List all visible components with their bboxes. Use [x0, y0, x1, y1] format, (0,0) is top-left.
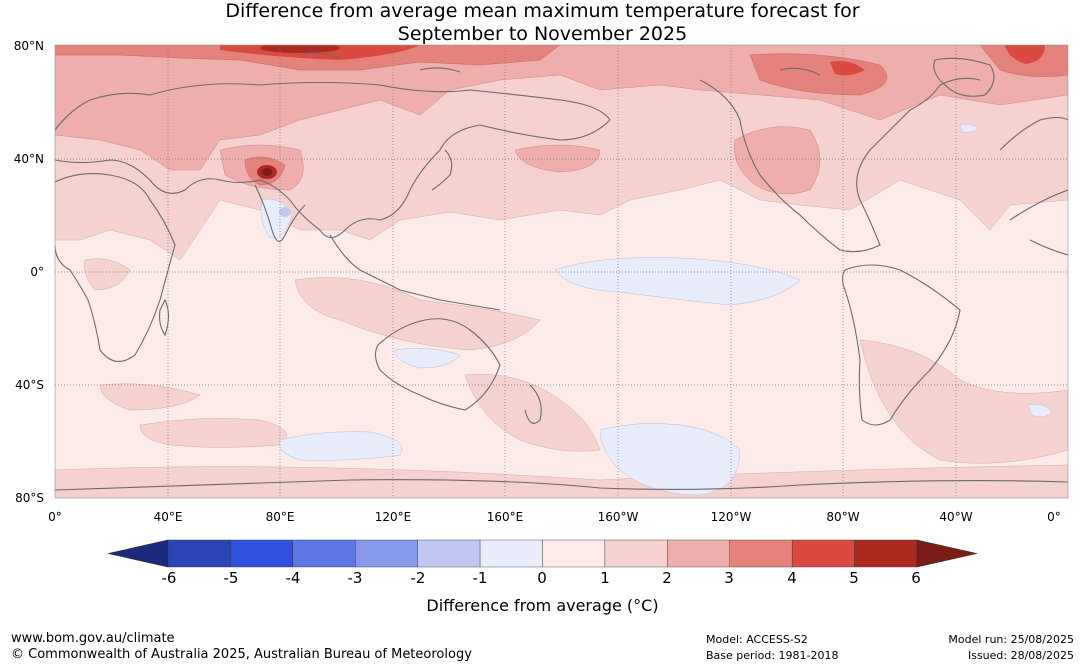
lat-label-80n: 80°N — [13, 39, 44, 53]
colorbar-segment — [604, 539, 668, 568]
anomaly-region-minus1-0 — [599, 423, 741, 496]
lon-label-160w: 160°W — [597, 510, 639, 524]
lat-label-40s: 40°S — [15, 378, 44, 392]
coastline-south-america — [841, 264, 961, 426]
footer-base-period: Base period: 1981-2018 — [706, 649, 839, 662]
colorbar-segment — [791, 539, 855, 568]
lon-label-160e: 160°E — [486, 510, 524, 524]
coastline-arctic-islands — [299, 52, 821, 76]
lon-label-0-east: 0° — [1047, 510, 1061, 524]
lon-label-120e: 120°E — [374, 510, 412, 524]
anomaly-region-4-5 — [1005, 45, 1045, 64]
anomaly-region-minus1-0 — [278, 431, 403, 461]
footer-model-run: Model run: 25/08/2025 — [948, 633, 1074, 646]
anomaly-region-4-5 — [830, 61, 865, 76]
colorbar-extend-high — [916, 539, 978, 568]
footer-website: www.bom.gov.au/climate — [11, 631, 175, 646]
colorbar-tick: -5 — [223, 569, 239, 587]
anomaly-region-minus2-minus1 — [279, 207, 291, 217]
footer-model: Model: ACCESS-S2 — [706, 633, 808, 646]
colorbar-tick: 0 — [537, 569, 547, 587]
lon-label-40w: 40°W — [939, 510, 973, 524]
temperature-anomaly-map — [54, 44, 1069, 499]
lon-label-120w: 120°W — [710, 510, 752, 524]
coastline-new-zealand — [524, 384, 542, 424]
anomaly-region-minus1-0 — [554, 257, 801, 306]
coastline-southeast-asia — [329, 234, 501, 311]
colorbar-tick: -1 — [472, 569, 488, 587]
anomaly-region-1-2 — [84, 258, 131, 291]
colorbar-segment — [729, 539, 793, 568]
colorbar-segment — [479, 539, 543, 568]
colorbar-segment — [355, 539, 418, 568]
colorbar-tick: 1 — [600, 569, 610, 587]
colorbar-tick: -3 — [347, 569, 363, 587]
colorbar-segment — [854, 539, 918, 568]
colorbar-tick: 4 — [787, 569, 797, 587]
colorbar-segment — [230, 539, 294, 568]
colorbar-tick: -2 — [410, 569, 426, 587]
coastline-antarctica — [55, 479, 1068, 491]
lon-label-40e: 40°E — [153, 510, 183, 524]
colorbar-segment — [542, 539, 606, 568]
map-frame — [54, 44, 1069, 499]
colorbar-label: Difference from average (°C) — [426, 596, 659, 615]
lon-label-80e: 80°E — [265, 510, 295, 524]
colorbar-segment — [292, 539, 356, 568]
coastline-europe-asia — [55, 81, 611, 239]
anomaly-region-1-2 — [139, 418, 287, 448]
anomaly-region-2-3 — [733, 126, 821, 195]
colorbar-segment — [667, 539, 730, 568]
coastline-greenland — [933, 57, 995, 97]
colorbar-tick: 5 — [849, 569, 859, 587]
coastline-north-america — [699, 77, 981, 253]
anomaly-region-1-2 — [55, 464, 1068, 498]
lon-label-80w: 80°W — [826, 510, 860, 524]
coastline-india — [254, 184, 306, 242]
lat-label-40n: 40°N — [13, 152, 44, 166]
anomaly-region-2-3 — [514, 144, 601, 173]
colorbar-tick: -4 — [285, 569, 301, 587]
coastline-japan — [431, 149, 453, 191]
title-line-2: September to November 2025 — [397, 23, 688, 45]
lat-label-80s: 80°S — [15, 491, 44, 505]
map-title: Difference from average mean maximum tem… — [0, 0, 1085, 46]
colorbar-tick: 2 — [662, 569, 672, 587]
anomaly-region-1-2 — [464, 374, 601, 452]
graticule — [55, 45, 1068, 498]
footer-copyright: © Commonwealth of Australia 2025, Austra… — [11, 647, 472, 662]
footer-issued: Issued: 28/08/2025 — [967, 649, 1074, 662]
coastline-europe-west — [999, 116, 1068, 256]
colorbar-segment — [167, 539, 231, 568]
anomaly-region-1-2 — [294, 277, 541, 351]
anomaly-region-minus1-0 — [394, 348, 461, 369]
coastline-australia — [374, 318, 501, 411]
lat-label-equator: 0° — [30, 265, 44, 279]
title-line-1: Difference from average mean maximum tem… — [225, 0, 860, 22]
coastline-africa — [55, 173, 176, 362]
anomaly-region-minus1-0 — [1027, 404, 1053, 418]
colorbar-tick: 3 — [724, 569, 734, 587]
colorbar-tick: -6 — [161, 569, 177, 587]
anomaly-region-above-6 — [262, 168, 272, 176]
lon-label-0: 0° — [48, 510, 62, 524]
anomaly-region-minus1-0 — [959, 123, 979, 133]
colorbar-extend-low — [107, 539, 169, 568]
colorbar-segment — [417, 539, 481, 568]
colorbar-tick: 6 — [911, 569, 921, 587]
coastlines — [55, 52, 1068, 491]
anomaly-region-1-2 — [99, 383, 201, 411]
anomaly-region-5-6 — [260, 45, 340, 53]
